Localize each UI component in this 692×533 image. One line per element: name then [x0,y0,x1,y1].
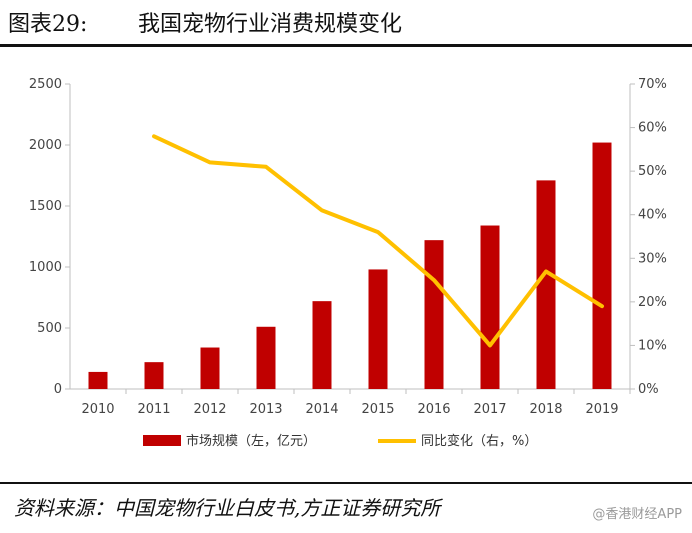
chart: 0 500 1000 1500 2000 2500 0% 10% 20% 30% 40% 50% 60%… [29,77,667,449]
y-left-tick-label: 2500 [29,77,62,92]
y-right-tick-label: 10% [638,338,667,353]
x-tick-label: 2010 [81,402,114,417]
legend-swatch-bar [143,435,181,446]
legend-label-line: 同比变化（右，%） [421,433,537,449]
y-left-tick-label: 0 [54,382,62,397]
bar-2013 [256,326,276,389]
bar-2016 [424,240,444,389]
legend-label-bar: 市场规模（左，亿元） [186,433,316,449]
bar-2011 [144,362,164,389]
y-right-tick-label: 30% [638,251,667,266]
x-tick-label: 2015 [361,402,394,417]
y-right-tick-label: 20% [638,295,667,310]
bar-2010 [88,371,108,389]
y-left-tick-label: 500 [37,321,62,336]
y-left-tick-label: 1000 [29,260,62,275]
y-left-tick-label: 1500 [29,199,62,214]
figure-label: 图表29: [8,12,88,37]
bar-2012 [200,347,220,389]
x-tick-label: 2019 [585,402,618,417]
bottom-rule [0,482,692,484]
x-tick-label: 2018 [529,402,562,417]
bar-2017 [480,225,500,389]
y-right-tick-label: 70% [638,77,667,92]
watermark: @香港财经APP [592,507,682,522]
line-yoy-change [152,134,604,348]
bar-2015 [368,269,388,389]
y-right-tick-label: 40% [638,208,667,223]
x-tick-label: 2016 [417,402,450,417]
figure-title-text: 我国宠物行业消费规模变化 [138,12,403,37]
y-right-tick-label: 60% [638,121,667,136]
bar-2014 [312,301,332,389]
top-rule [0,44,692,47]
x-tick-label: 2014 [305,402,338,417]
bar-2019 [592,142,612,389]
bar-2018 [536,180,556,389]
y-right-tick-label: 50% [638,164,667,179]
figure-title: 图表29: 我国宠物行业消费规模变化 [8,6,402,38]
y-right-tick-label: 0% [638,382,659,397]
x-tick-label: 2017 [473,402,506,417]
source-note: 资料来源：中国宠物行业白皮书,方正证券研究所 [14,496,441,520]
x-tick-label: 2013 [249,402,282,417]
x-tick-label: 2012 [193,402,226,417]
x-tick-label: 2011 [137,402,170,417]
y-left-tick-label: 2000 [29,138,62,153]
